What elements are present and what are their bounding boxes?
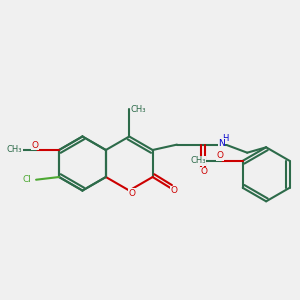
Text: O: O bbox=[216, 152, 223, 160]
Text: H: H bbox=[222, 134, 229, 143]
Text: O: O bbox=[31, 141, 38, 150]
Text: O: O bbox=[171, 186, 178, 195]
Text: O: O bbox=[200, 167, 208, 176]
Text: CH₃: CH₃ bbox=[131, 105, 146, 114]
Text: CH₃: CH₃ bbox=[190, 156, 206, 165]
Text: N: N bbox=[218, 139, 225, 148]
Text: CH₃: CH₃ bbox=[7, 146, 22, 154]
Text: O: O bbox=[128, 189, 136, 198]
Text: Cl: Cl bbox=[22, 175, 31, 184]
